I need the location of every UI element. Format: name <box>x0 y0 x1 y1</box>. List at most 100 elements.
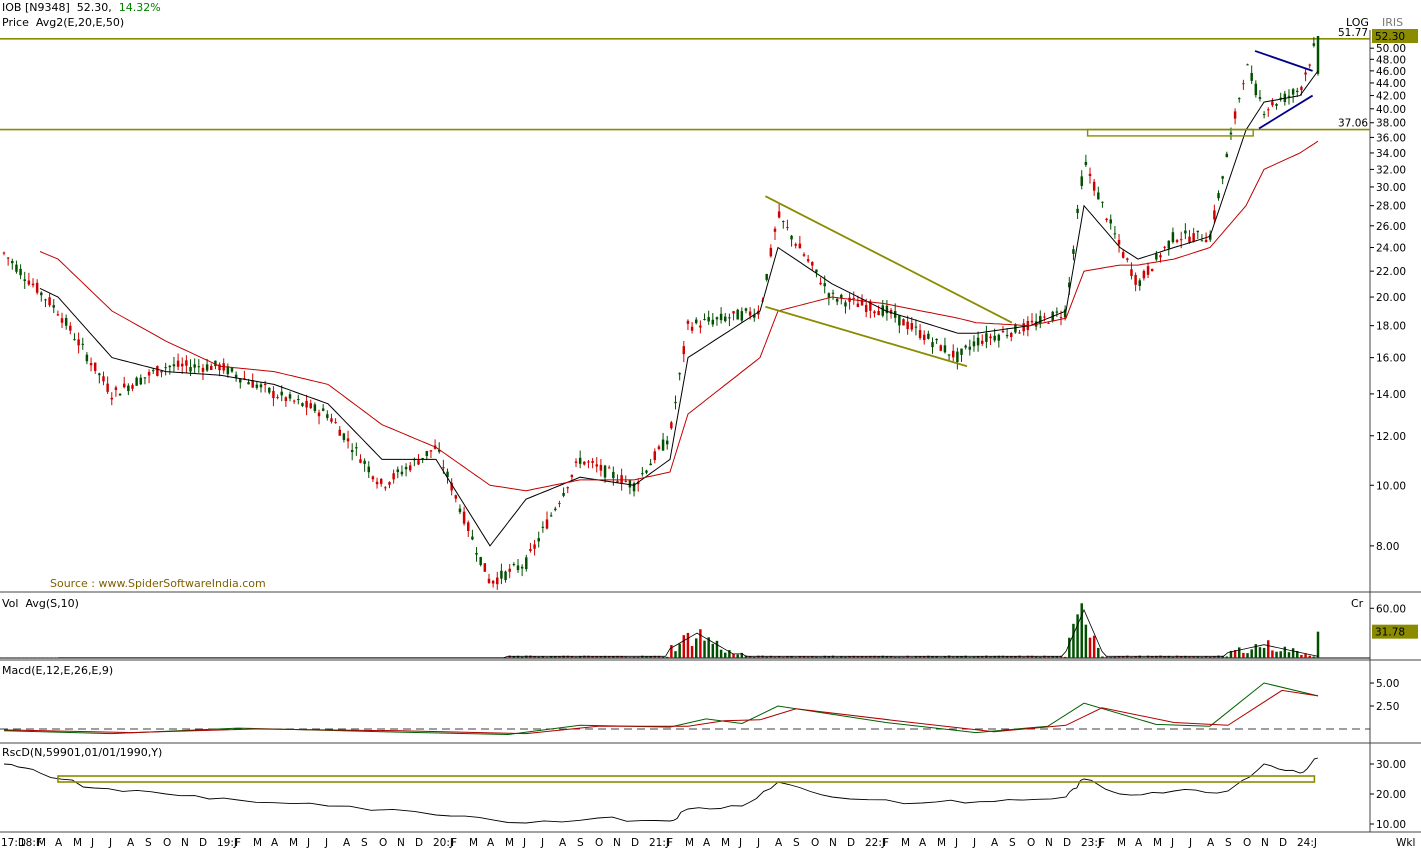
candle-body <box>1121 252 1125 258</box>
candle-body <box>566 487 569 489</box>
candle-body <box>869 301 872 311</box>
volume-bar <box>981 656 984 658</box>
candle-body <box>48 297 51 306</box>
volume-bar <box>769 655 773 658</box>
iris-label[interactable]: IRIS <box>1382 16 1404 29</box>
volume-bar <box>578 655 582 658</box>
x-axis-label: 21:J <box>649 837 669 849</box>
candle-body <box>77 339 80 346</box>
volume-bar <box>1113 656 1117 658</box>
volume-bar <box>641 655 644 658</box>
x-axis-label: A <box>703 837 711 849</box>
volume-bar <box>1101 656 1104 658</box>
volume-bar <box>574 656 578 658</box>
moving-average-label[interactable]: Avg2(E,20,E,50) <box>35 16 125 29</box>
volume-bar <box>815 656 818 658</box>
candle-body <box>1250 72 1253 81</box>
volume-bar <box>1010 656 1013 658</box>
volume-panel-label: Vol Avg(S,10) <box>2 597 79 610</box>
candle-body <box>570 474 574 478</box>
source-note: Source : www.SpiderSoftwareIndia.com <box>50 577 266 590</box>
x-axis-label: J <box>108 837 112 849</box>
candle-body <box>1155 253 1158 260</box>
x-axis-label: D <box>1063 837 1071 849</box>
x-axis-label: J <box>522 837 526 849</box>
volume-bar <box>1039 656 1042 658</box>
x-axis-label: J <box>306 837 310 849</box>
candle-body <box>363 460 366 464</box>
volume-bar <box>1014 656 1017 658</box>
candle-body <box>1159 255 1162 258</box>
candle-body <box>607 467 611 469</box>
log-scale-toggle[interactable]: LOG <box>1346 16 1369 29</box>
volume-bar <box>1055 656 1059 658</box>
candle-body <box>989 336 992 339</box>
volume-bar <box>1167 655 1171 658</box>
candle-body <box>864 304 868 312</box>
volume-bar <box>1271 650 1274 658</box>
candle-body <box>114 387 118 390</box>
x-axis-label: M <box>685 837 694 849</box>
volume-bar <box>1051 655 1054 658</box>
candle-body <box>972 341 976 347</box>
volume-bar <box>1126 655 1129 658</box>
triangle-lower <box>1258 94 1314 130</box>
candle-body <box>69 325 72 331</box>
candle-body <box>840 294 843 299</box>
candle-body <box>35 282 39 293</box>
candle-body <box>176 360 180 367</box>
candle-body <box>997 334 1001 341</box>
volume-bar <box>554 656 557 658</box>
candle-body <box>185 360 188 366</box>
candle-body <box>19 268 22 276</box>
candle-body <box>1126 258 1129 260</box>
candle-body <box>748 311 752 316</box>
volume-bar <box>620 655 623 658</box>
candle-body <box>918 330 922 339</box>
candle-body <box>205 364 209 371</box>
volume-bar <box>744 655 748 658</box>
candle-body <box>794 244 797 246</box>
candle-body <box>234 374 238 378</box>
candle-body <box>1208 234 1212 240</box>
volume-bar <box>1225 656 1229 658</box>
x-axis-label: D <box>631 837 639 849</box>
x-axis-label: F <box>883 837 889 849</box>
rsc-label[interactable]: RscD(N,59901,01/01/1990,Y) <box>2 746 163 759</box>
volume-bar <box>782 657 785 658</box>
candle-body <box>753 314 756 318</box>
candle-body <box>321 408 325 411</box>
candle-body <box>60 318 64 323</box>
price-tick-label: 30.00 <box>1376 182 1406 194</box>
candle-body <box>520 566 524 569</box>
candle-body <box>649 463 652 466</box>
candle-body <box>330 418 333 422</box>
volume-bar <box>1279 651 1282 658</box>
candle-body <box>305 400 308 408</box>
candle-body <box>1138 280 1141 286</box>
price-tick-label: 38.00 <box>1376 118 1406 130</box>
macd-line <box>3 682 1319 736</box>
volume-bar <box>898 657 901 658</box>
volume-bar <box>823 655 826 658</box>
x-axis-label: 20:J <box>433 837 453 849</box>
volume-bar <box>1043 655 1046 658</box>
x-axis-label: J <box>1170 837 1174 849</box>
candle-body <box>562 492 565 496</box>
candle-body <box>1316 36 1320 74</box>
volume-bar <box>1159 655 1162 658</box>
candle-body <box>1063 309 1067 318</box>
macd-label[interactable]: Macd(E,12,E,26,E,9) <box>2 664 114 677</box>
x-axis-label: A <box>559 837 567 849</box>
volume-bar <box>976 656 980 658</box>
candle-body <box>686 320 690 324</box>
candle-body <box>442 467 445 469</box>
symbol-label[interactable]: IOB [N9348] <box>2 1 70 14</box>
candle-body <box>40 292 43 296</box>
x-axis-label: O <box>811 837 819 849</box>
candle-body <box>89 363 93 366</box>
volume-average-label[interactable]: Avg(S,10) <box>25 597 79 610</box>
volume-bar <box>616 655 619 658</box>
candle-body <box>856 303 860 308</box>
